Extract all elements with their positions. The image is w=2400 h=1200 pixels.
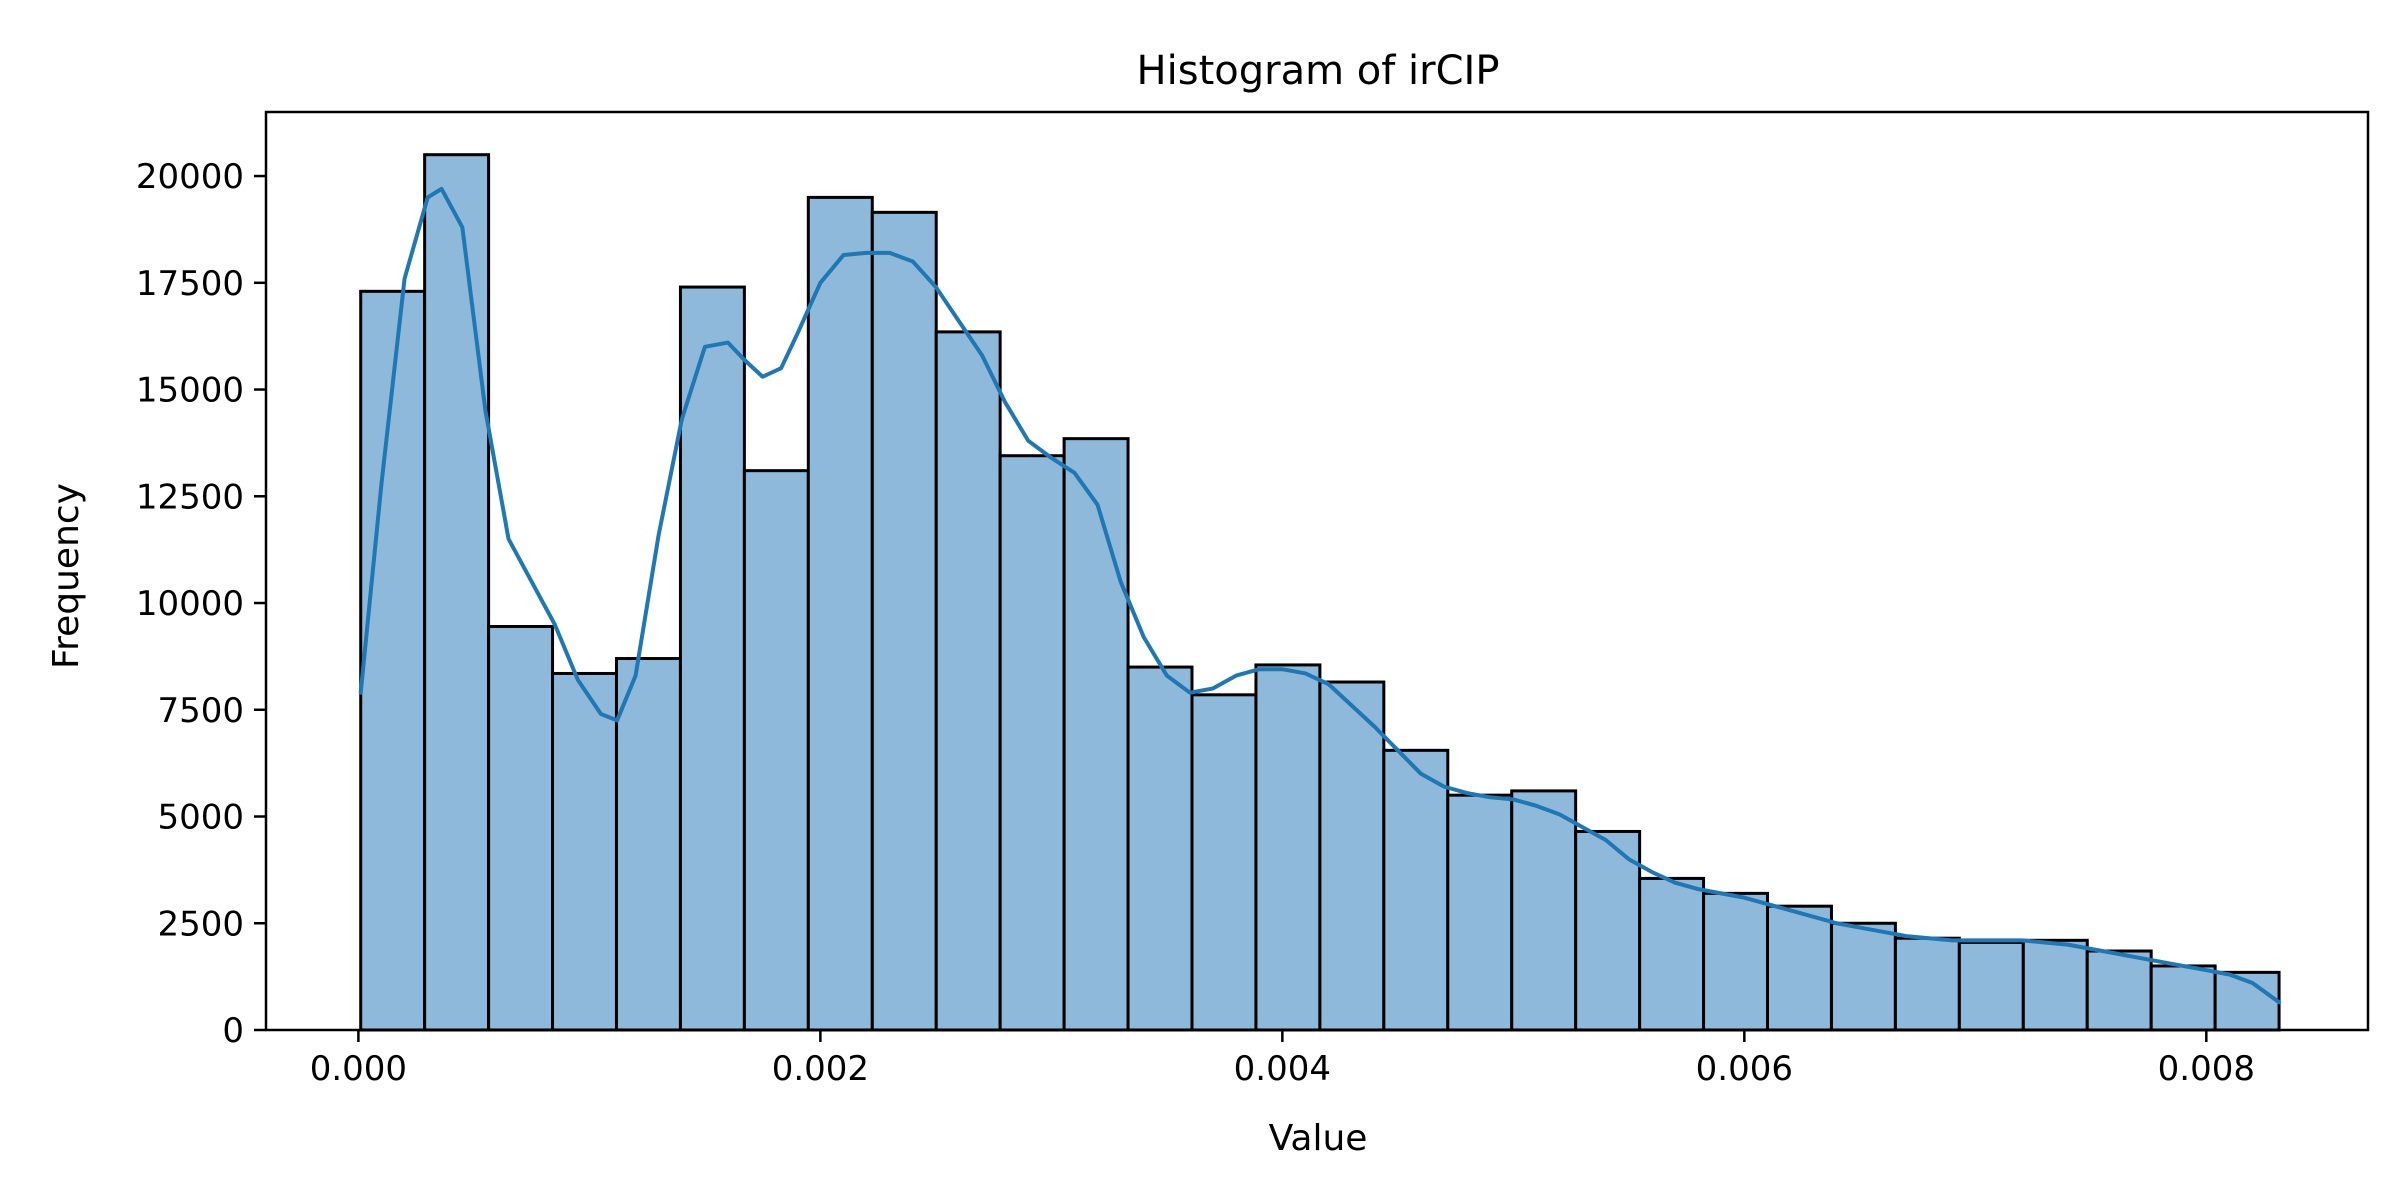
histogram-bar [806,195,874,1032]
histogram-bar [1382,748,1450,1032]
histogram-bar [1893,936,1961,1032]
y-tick-label: 2500 [157,904,244,944]
histogram-bar [934,330,1002,1032]
histogram-bar [1574,829,1642,1032]
y-tick-label: 7500 [157,691,244,731]
axes-layer: 0.000 0.002 0.004 0.006 0.008 0 2500 5000 7500 10… [136,110,2370,1089]
histogram-bar [1829,921,1897,1032]
plot-frame [264,110,2370,1032]
y-tick-label: 15000 [136,371,244,411]
histogram-bar [1702,891,1770,1032]
y-tick-label: 5000 [157,798,244,838]
x-tick-label: 0.004 [1234,1049,1331,1089]
histogram-bar [2149,964,2217,1032]
histogram-bar [1957,940,2025,1032]
y-tick-label: 10000 [136,584,244,624]
y-tick-label: 12500 [136,477,244,517]
bars-layer [359,153,2281,1032]
histogram-bar [678,285,746,1032]
histogram-bar [2021,938,2089,1032]
histogram-bar [1446,793,1514,1032]
x-tick-label: 0.006 [1696,1049,1793,1089]
histogram-bar [359,289,427,1032]
histogram-bar [998,454,1066,1032]
histogram-bar [1062,437,1130,1032]
histogram-bar [614,657,682,1032]
histogram-bar [1638,876,1706,1032]
histogram-bar [870,210,938,1032]
histogram-bar [742,469,810,1032]
x-axis-label: Value [1269,1118,1368,1159]
histogram-bar [1318,680,1386,1032]
y-tick-label: 0 [222,1011,244,1051]
y-axis-label: Frequency [46,483,87,669]
y-tick-label: 17500 [136,264,244,304]
chart-title: Histogram of irCIP [1137,48,1500,94]
histogram-bar [1510,789,1578,1032]
histogram-bar [1126,665,1194,1032]
kde-curve [358,186,2282,1005]
histogram-bar [487,625,555,1032]
histogram-bar [423,153,491,1032]
histogram-bar [1190,693,1258,1032]
histogram-bar [2085,949,2153,1032]
histogram-bar [551,671,618,1032]
histogram-bar [1766,904,1833,1032]
x-tick-label: 0.002 [772,1049,869,1089]
x-tick-label: 0.008 [2158,1049,2255,1089]
y-tick-label: 20000 [136,157,244,197]
histogram-bar [1254,663,1322,1032]
x-tick-label: 0.000 [310,1049,407,1089]
